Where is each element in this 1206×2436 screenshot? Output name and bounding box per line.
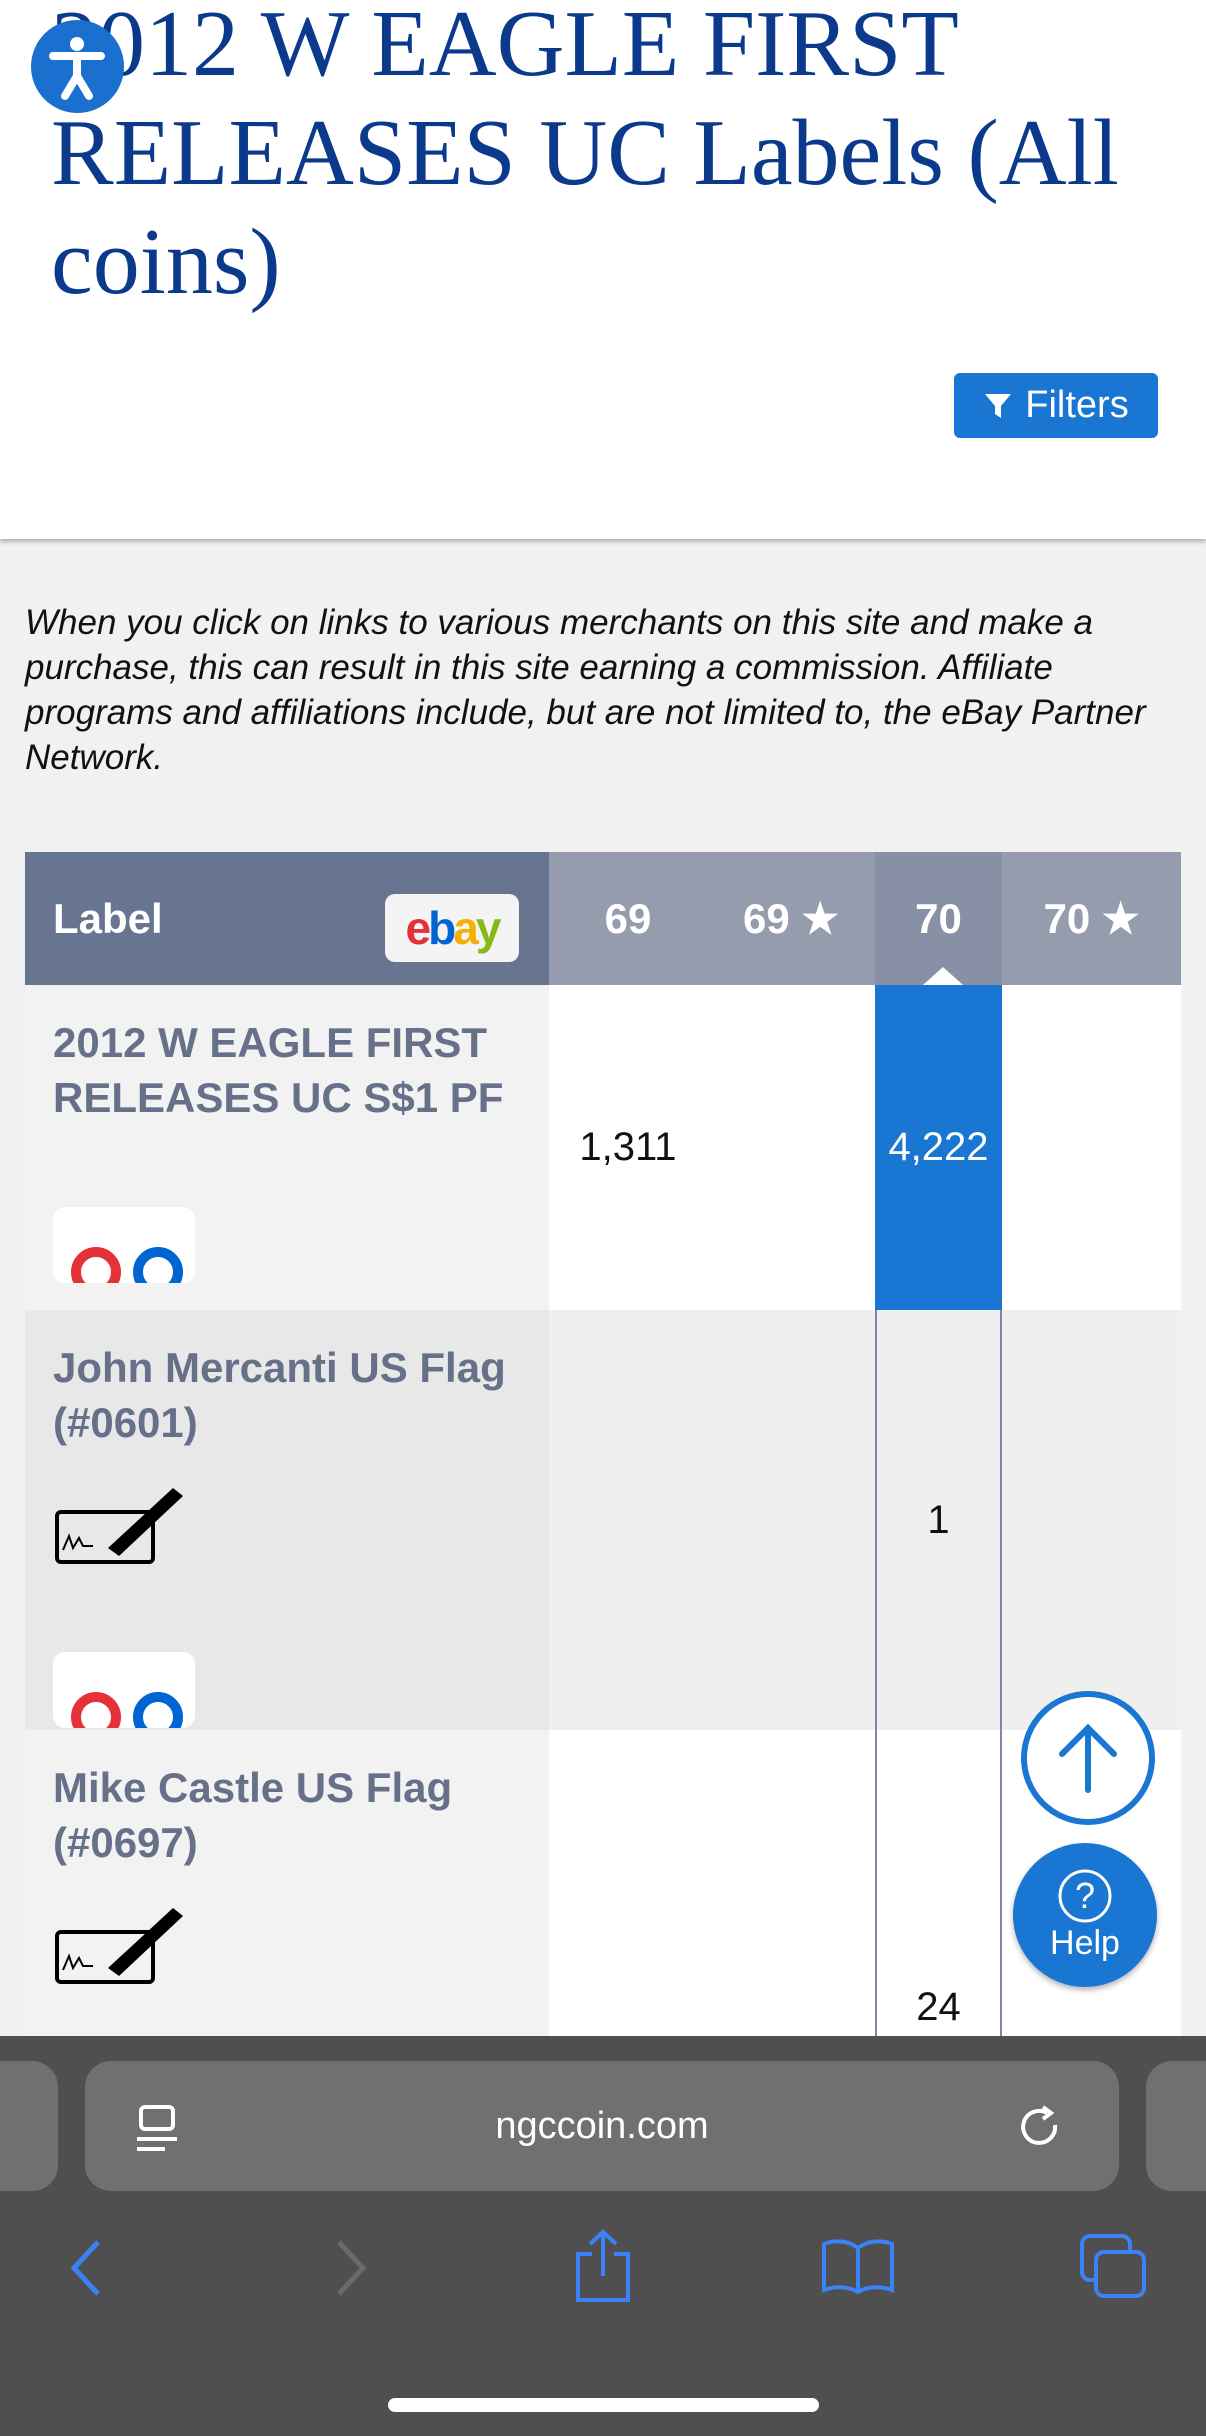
previous-tab-pill[interactable] — [0, 2061, 58, 2191]
column-header-69-star[interactable]: 69 ★ — [707, 852, 875, 985]
filter-icon — [985, 393, 1012, 418]
page-title: 2012 W EAGLE FIRST RELEASES UC Labels (A… — [51, 0, 1119, 314]
affiliate-disclaimer: When you click on links to various merch… — [25, 603, 1146, 777]
sort-indicator-icon — [923, 967, 963, 985]
column-header-69[interactable]: 69 — [549, 852, 707, 985]
page-header: 2012 W EAGLE FIRST RELEASES UC Labels (A… — [0, 0, 1206, 539]
cell-69[interactable]: 1,311 — [579, 1125, 677, 1169]
row-label-text: Mike Castle US Flag (#0697) — [53, 1764, 453, 1866]
filters-button[interactable]: Filters — [954, 373, 1158, 438]
reload-icon[interactable] — [1015, 2103, 1065, 2153]
help-button[interactable]: ? Help — [1013, 1843, 1157, 1987]
url-text: ngccoin.com — [495, 2104, 709, 2147]
arrow-up-icon — [1059, 1723, 1117, 1793]
back-icon[interactable] — [62, 2238, 112, 2298]
table-row: John Mercanti US Flag (#0601) Shop! 1 — [25, 1310, 1181, 1730]
column-label-text: Label — [53, 894, 163, 942]
cell-70[interactable]: 4,222 — [875, 985, 1002, 1310]
cell-70[interactable]: 1 — [927, 1497, 950, 1542]
row-label-text: 2012 W EAGLE FIRST RELEASES UC S$1 PF — [53, 1019, 504, 1121]
help-label: Help — [1050, 1923, 1120, 1962]
table-row: 2012 W EAGLE FIRST RELEASES UC S$1 PF Sh… — [25, 985, 1181, 1310]
bookmarks-icon[interactable] — [820, 2236, 896, 2296]
column-divider — [1000, 1310, 1002, 2036]
ebay-shop-button[interactable]: Shop! — [53, 1652, 195, 1728]
signature-icon — [55, 1908, 183, 1984]
scroll-to-top-button[interactable] — [1021, 1691, 1155, 1825]
address-bar[interactable]: ngccoin.com — [85, 2061, 1119, 2191]
column-header-70[interactable]: 70 — [875, 852, 1002, 985]
row-label[interactable]: 2012 W EAGLE FIRST RELEASES UC S$1 PF — [25, 985, 549, 1310]
next-tab-pill[interactable] — [1146, 2061, 1206, 2191]
shop-label: Shop! — [73, 1215, 162, 1253]
column-divider — [875, 1310, 877, 2036]
row-label[interactable]: Mike Castle US Flag (#0697) — [25, 1730, 549, 2036]
signature-icon — [55, 1488, 183, 1564]
cell-70[interactable]: 24 — [916, 1985, 961, 2029]
share-icon[interactable] — [570, 2228, 636, 2304]
table-row: Mike Castle US Flag (#0697) 24 — [25, 1730, 1181, 2036]
accessibility-icon — [49, 37, 105, 100]
filters-label: Filters — [1025, 384, 1129, 426]
row-label-text: John Mercanti US Flag (#0601) — [53, 1344, 506, 1446]
column-header-70-star[interactable]: 70 ★ — [1002, 852, 1181, 985]
forward-icon[interactable] — [325, 2238, 375, 2298]
home-indicator[interactable] — [388, 2398, 819, 2412]
svg-text:?: ? — [1075, 1875, 1095, 1916]
question-icon: ? — [1058, 1869, 1112, 1922]
ebay-shop-button[interactable]: Shop! — [53, 1207, 195, 1283]
tabs-icon[interactable] — [1078, 2232, 1150, 2302]
page-menu-icon[interactable] — [133, 2103, 181, 2155]
shop-label: Shop! — [73, 1660, 162, 1698]
accessibility-button[interactable] — [31, 20, 124, 113]
